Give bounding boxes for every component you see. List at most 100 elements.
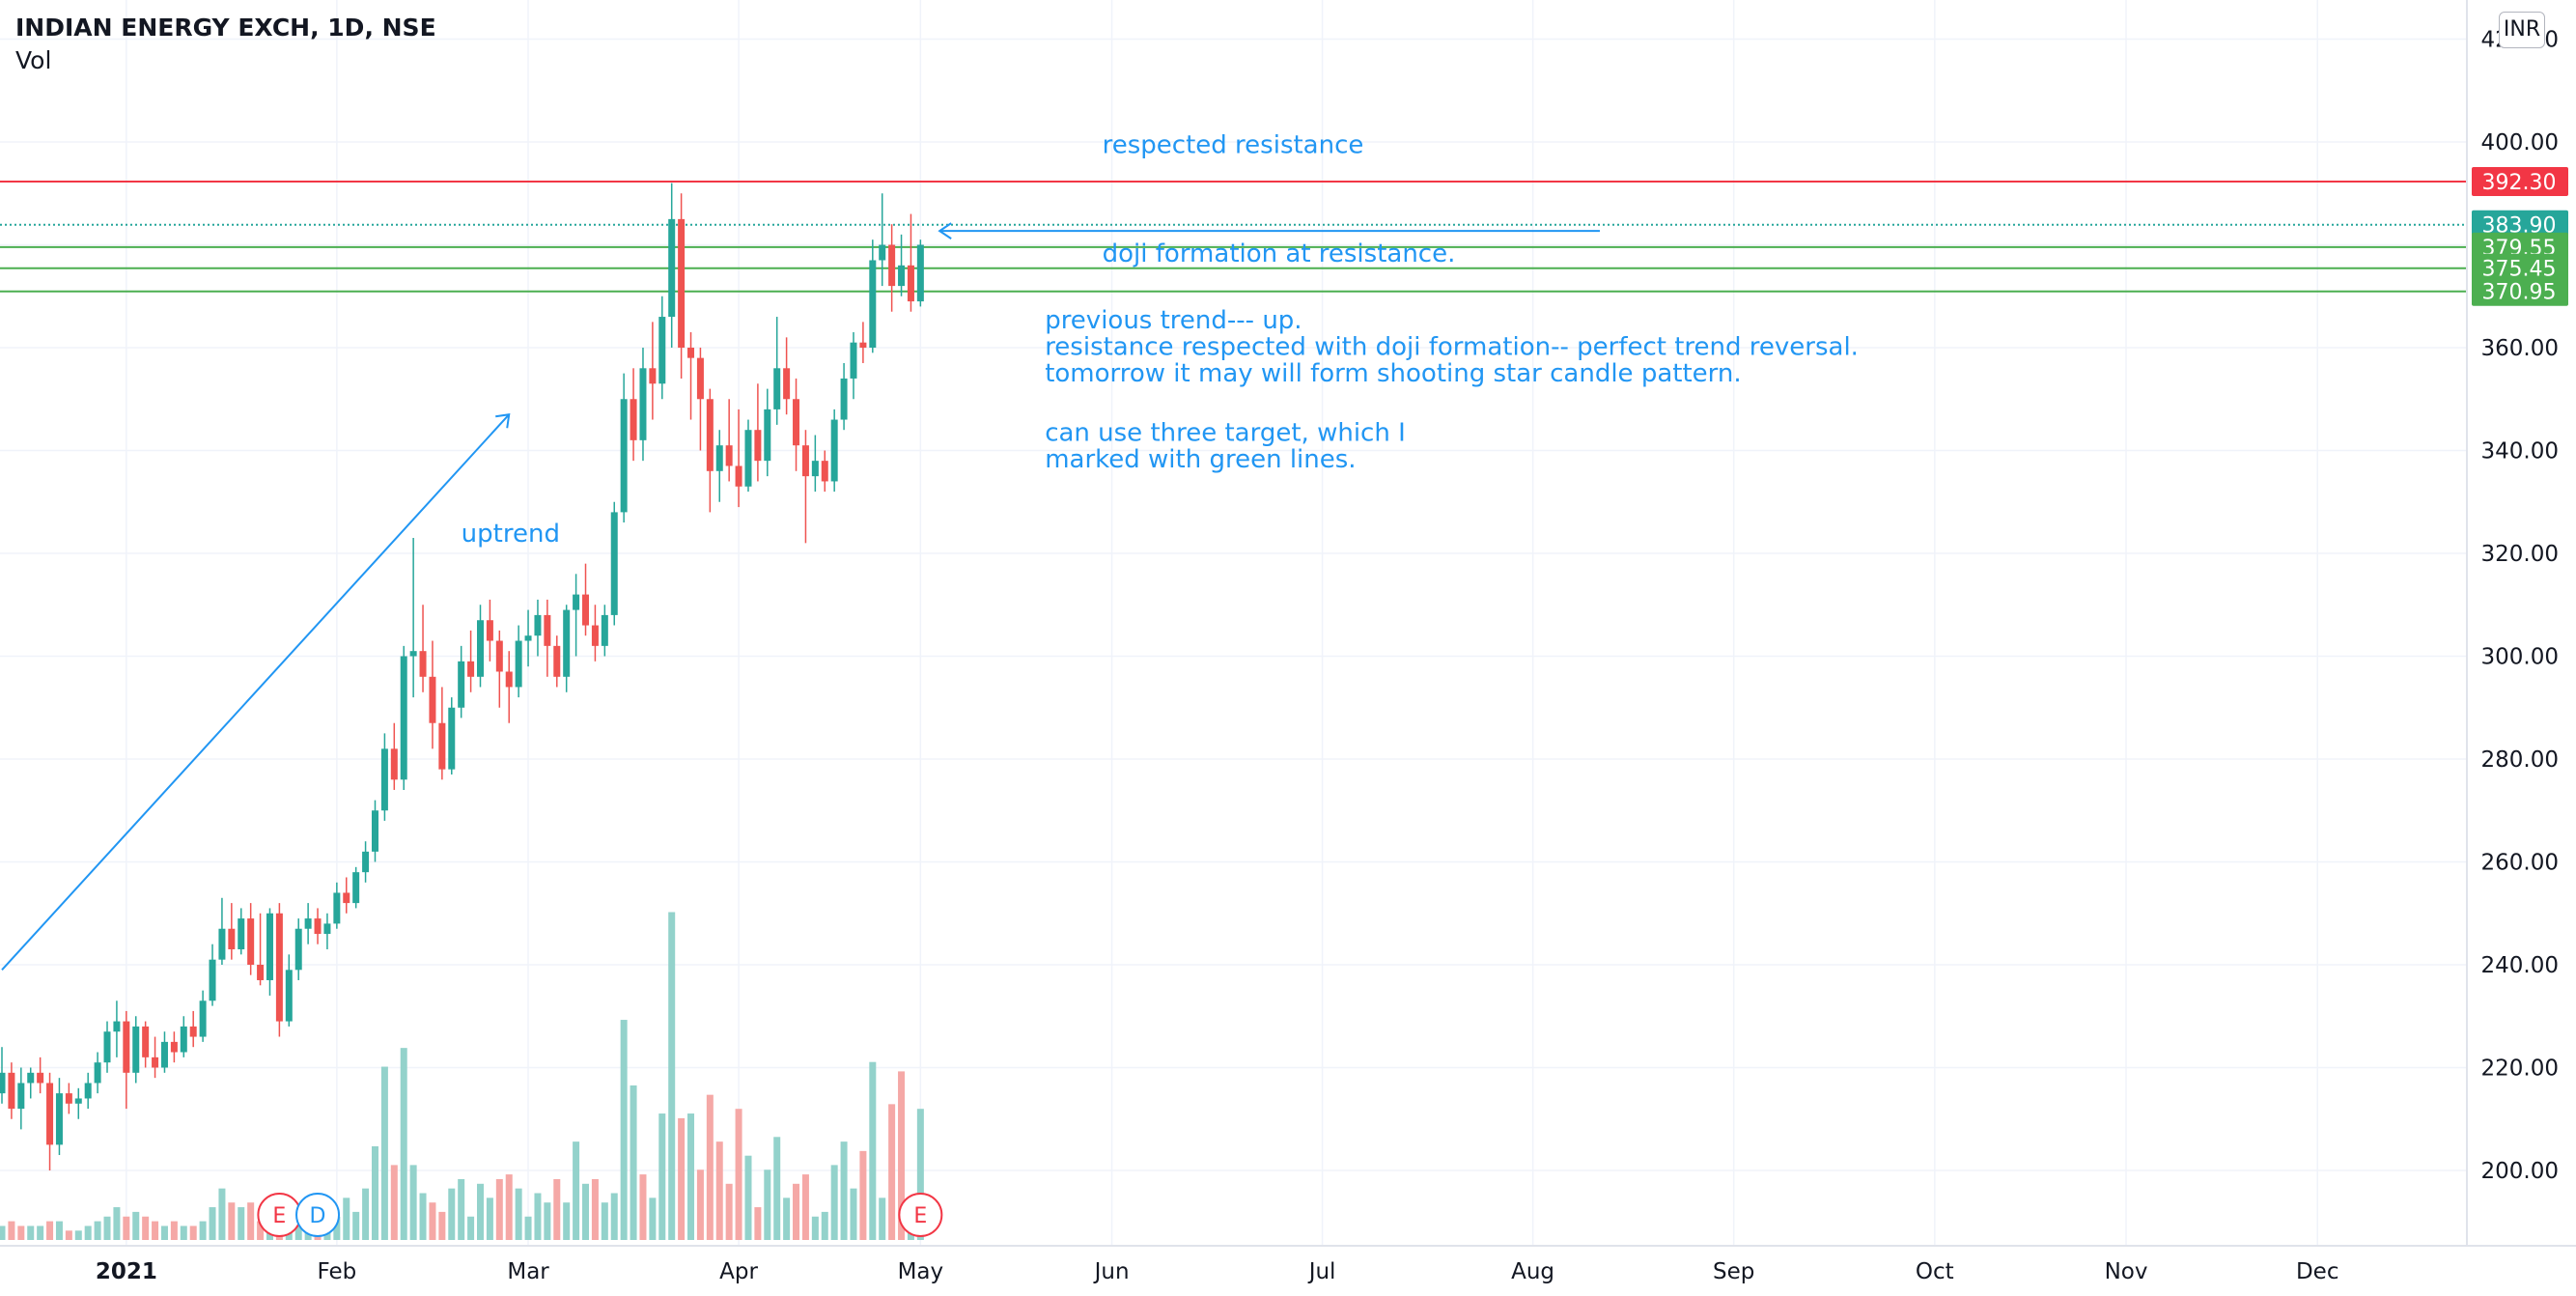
candle-body [380,748,388,811]
currency-button[interactable]: INR [2499,12,2545,48]
candle [553,635,561,688]
candle [601,605,608,657]
candle-body [65,1093,72,1104]
candle-body [362,851,370,873]
volume-bar [55,1221,63,1240]
candle [17,1067,25,1130]
time-tick-label: Dec [2296,1259,2339,1284]
candle-body [591,625,599,646]
volume-bar [17,1226,25,1240]
volume-bar [811,1216,819,1240]
candle [649,322,657,420]
candle [294,918,302,980]
volume-bar [754,1207,762,1240]
candle-body [429,676,436,723]
candle-body [801,445,809,477]
price-tick-label: 300.00 [2481,645,2559,670]
price-tag-label: 392.30 [2482,171,2557,195]
volume-bar [630,1085,637,1240]
candle-body [735,465,742,487]
candle [869,239,877,353]
chart-title[interactable]: INDIAN ENERGY EXCH, 1D, NSE [15,14,436,42]
candle-body [773,368,781,409]
volume-bar [380,1066,388,1240]
volume-bar [715,1141,723,1240]
volume-bar [553,1178,561,1240]
volume-bar [247,1202,255,1240]
candle [170,1031,178,1063]
price-tick-label: 280.00 [2481,747,2559,773]
volume-indicator-label[interactable]: Vol [15,46,52,74]
candle-body [371,810,378,852]
candle [123,1010,130,1110]
candle [257,913,265,986]
candle [0,1047,6,1104]
chart-annotation: uptrend [462,520,560,549]
volume-bar [409,1165,417,1240]
price-tag [2472,210,2568,239]
volume-bar [869,1061,877,1240]
volume-bar [601,1202,608,1240]
candle [840,362,848,431]
candle [907,213,914,312]
candle [314,908,322,944]
time-tick-label: Aug [1511,1259,1554,1284]
price-tick-label: 220.00 [2481,1057,2559,1082]
candle-body [630,399,637,440]
volume-bar [706,1094,714,1240]
volume-bar [515,1188,522,1240]
volume-bar [793,1183,800,1240]
volume-bar [830,1165,838,1240]
volume-bar [610,1193,618,1240]
candle-body [725,445,733,466]
candle-body [152,1057,159,1068]
candle-body [658,317,666,384]
candle-body [266,913,273,980]
volume-bar [649,1197,657,1240]
candle [696,348,704,451]
volume-bar [170,1221,178,1240]
volume-bar [801,1174,809,1240]
volume-bar [898,1071,906,1240]
volume-bar [544,1202,551,1240]
volume-bar [27,1226,35,1240]
volume-bar [199,1221,207,1240]
candle-body [706,399,714,471]
candle-body [103,1031,111,1063]
candle [639,348,647,462]
candle-body [74,1098,82,1104]
candle [477,605,484,688]
candle-body [505,671,513,688]
volume-bar [735,1109,742,1240]
candle [333,882,341,929]
candle-body [438,722,446,770]
candle-body [17,1083,25,1110]
candle-body [486,620,493,641]
candle [610,501,618,626]
volume-bar [773,1137,781,1240]
time-tick-label: Jul [1307,1259,1336,1284]
candle [678,193,686,379]
candle-body [764,409,771,462]
candle [744,419,752,493]
candle-body [744,430,752,487]
volume-bar [687,1113,695,1240]
chart-annotation: marked with green lines. [1045,445,1356,474]
candle [582,563,590,636]
candle-body [37,1072,44,1084]
candle [486,599,493,662]
candle [103,1021,111,1073]
candle [8,1062,15,1119]
candle [830,409,838,493]
candle [801,430,809,544]
candle [687,332,695,420]
volume-bar [8,1221,15,1240]
price-tag [2472,253,2568,283]
volume-bar [362,1188,370,1240]
candle-body [285,970,293,1022]
candle-body [142,1026,150,1057]
price-tick-label: 400.00 [2481,130,2559,155]
candle [189,1010,197,1048]
candle [27,1067,35,1099]
